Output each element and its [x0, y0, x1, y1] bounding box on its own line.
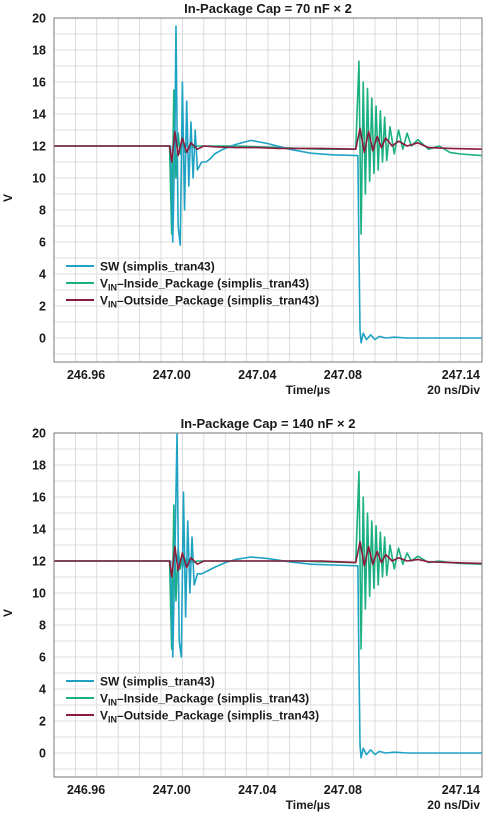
- grid: [54, 432, 482, 777]
- x-tick-label: 246.96: [67, 368, 105, 382]
- y-tick-label: 14: [32, 108, 46, 122]
- y-axis-label: V: [1, 609, 15, 617]
- x-tick-label: 247.14: [442, 783, 480, 797]
- y-tick-label: 4: [39, 268, 46, 282]
- series-line-vin-inside: [54, 60, 482, 235]
- x-tick-label: 247.00: [153, 368, 191, 382]
- plot-frame: [53, 17, 483, 363]
- chart-70nf: In-Package Cap = 70 nF × 2 0 2 4 6 8 10 12 14 16 1…: [1, 1, 483, 397]
- y-tick-label: 0: [39, 332, 46, 346]
- y-tick-label: 12: [32, 555, 46, 569]
- y-tick-label: 14: [32, 523, 46, 537]
- y-tick-label: 10: [32, 172, 46, 186]
- x-tick-label: 247.00: [153, 783, 191, 797]
- chart-140nf: In-Package Cap = 140 nF × 2 0 2 4 6 8 10 12 14 16…: [1, 416, 483, 812]
- legend: SW (simplis_tran43) VIN–Inside_Package (s…: [66, 675, 319, 725]
- y-tick-label: 16: [32, 76, 46, 90]
- y-tick-label: 12: [32, 140, 46, 154]
- chart-title: In-Package Cap = 70 nF × 2: [184, 1, 352, 16]
- legend-label: VIN–Outside_Package (simplis_tran43): [100, 709, 319, 725]
- y-tick-label: 6: [39, 651, 46, 665]
- y-tick-label: 2: [39, 300, 46, 314]
- y-tick-label: 8: [39, 619, 46, 633]
- x-tick-label: 247.04: [238, 783, 276, 797]
- series-line-sw: [54, 433, 482, 759]
- x-axis-scale-label: 20 ns/Div: [427, 383, 480, 397]
- y-tick-label: 16: [32, 491, 46, 505]
- x-tick-label: 247.08: [324, 368, 362, 382]
- series-group: [54, 433, 482, 759]
- x-axis-label: Time/µs: [286, 383, 331, 397]
- legend-label: VIN–Outside_Package (simplis_tran43): [100, 294, 319, 310]
- y-tick-label: 0: [39, 747, 46, 761]
- series-line-vin-outside: [54, 127, 482, 163]
- legend-label: VIN–Inside_Package (simplis_tran43): [100, 692, 309, 708]
- x-tick-label: 246.96: [67, 783, 105, 797]
- y-tick-label: 4: [39, 683, 46, 697]
- y-tick-label: 18: [32, 459, 46, 473]
- series-group: [54, 25, 482, 344]
- y-tick-label: 2: [39, 715, 46, 729]
- chart-title: In-Package Cap = 140 nF × 2: [181, 416, 356, 431]
- plot-frame: [53, 432, 483, 778]
- chart-panel-2: In-Package Cap = 140 nF × 2 0 2 4 6 8 10 12 14 16…: [0, 415, 491, 825]
- grid: [54, 17, 482, 362]
- x-axis-label: Time/µs: [286, 798, 331, 812]
- chart-panel-1: In-Package Cap = 70 nF × 2 0 2 4 6 8 10 12 14 16 1…: [0, 0, 491, 410]
- legend-label: VIN–Inside_Package (simplis_tran43): [100, 277, 309, 293]
- legend: SW (simplis_tran43) VIN–Inside_Package (s…: [66, 260, 319, 310]
- y-tick-label: 18: [32, 44, 46, 58]
- y-tick-label: 20: [32, 427, 46, 441]
- y-tick-label: 10: [32, 587, 46, 601]
- y-tick-label: 8: [39, 204, 46, 218]
- x-axis-scale-label: 20 ns/Div: [427, 798, 480, 812]
- x-tick-label: 247.08: [324, 783, 362, 797]
- y-tick-label: 6: [39, 236, 46, 250]
- series-line-vin-outside: [54, 541, 482, 578]
- series-line-sw: [54, 25, 482, 344]
- y-axis-label: V: [1, 194, 15, 202]
- legend-label: SW (simplis_tran43): [100, 260, 215, 274]
- x-tick-label: 247.04: [238, 368, 276, 382]
- y-tick-label: 20: [32, 12, 46, 26]
- x-tick-label: 247.14: [442, 368, 480, 382]
- legend-label: SW (simplis_tran43): [100, 675, 215, 689]
